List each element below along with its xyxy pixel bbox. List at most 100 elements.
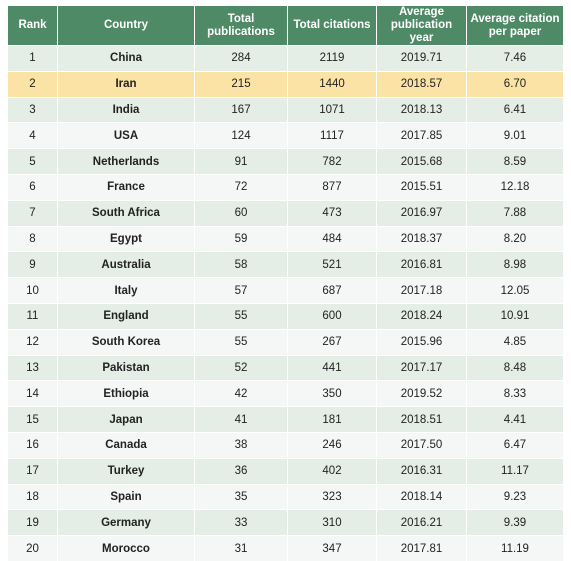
country-cell: South Korea (58, 328, 195, 355)
total-citations-cell: 1071 (288, 96, 377, 123)
total-publications-cell: 58 (195, 251, 288, 278)
table-row: 15 Japan 41 181 2018.51 4.41 (8, 406, 563, 432)
average-publication-year-cell: 2019.71 (377, 45, 467, 71)
rank-cell: 14 (8, 380, 58, 407)
average-citation-per-paper-cell: 9.39 (467, 509, 563, 536)
country-cell: Netherlands (58, 148, 195, 174)
rank-cell: 9 (8, 251, 58, 278)
total-publications-cell: 60 (195, 199, 288, 226)
average-publication-year-cell: 2017.81 (377, 535, 467, 561)
total-publications-cell: 35 (195, 483, 288, 510)
table-row: 20 Morocco 31 347 2017.81 11.19 (8, 535, 563, 561)
average-citation-per-paper-cell: 12.18 (467, 173, 563, 200)
table-row: 12 South Korea 55 267 2015.96 4.85 (8, 328, 563, 355)
table-row: 7 South Africa 60 473 2016.97 7.88 (8, 199, 563, 226)
average-citation-per-paper-cell: 12.05 (467, 277, 563, 303)
rank-cell: 15 (8, 406, 58, 432)
average-publication-year-cell: 2017.18 (377, 277, 467, 303)
total-citations-cell: 347 (288, 535, 377, 561)
total-citations-cell: 687 (288, 277, 377, 303)
average-citation-per-paper-cell: 8.33 (467, 380, 563, 407)
total-publications-cell: 36 (195, 457, 288, 484)
table-row: 11 England 55 600 2018.24 10.91 (8, 302, 563, 329)
average-publication-year-cell: 2018.51 (377, 406, 467, 432)
average-citation-per-paper-cell: 10.91 (467, 302, 563, 329)
country-cell: Italy (58, 277, 195, 303)
total-publications-cell: 284 (195, 45, 288, 71)
country-publications-table: Rank Country Total publications Total ci… (8, 6, 563, 561)
average-publication-year-cell: 2015.51 (377, 173, 467, 200)
total-publications-cell: 55 (195, 302, 288, 329)
total-citations-cell: 402 (288, 457, 377, 484)
total-publications-cell: 57 (195, 277, 288, 303)
header-total-citations: Total citations (288, 6, 377, 45)
total-citations-cell: 877 (288, 173, 377, 200)
total-publications-cell: 124 (195, 122, 288, 149)
average-citation-per-paper-cell: 8.98 (467, 251, 563, 278)
average-publication-year-cell: 2018.37 (377, 225, 467, 252)
country-cell: Turkey (58, 457, 195, 484)
rank-cell: 6 (8, 173, 58, 200)
table-row: 17 Turkey 36 402 2016.31 11.17 (8, 457, 563, 484)
average-citation-per-paper-cell: 7.88 (467, 199, 563, 226)
total-publications-cell: 42 (195, 380, 288, 407)
country-cell: China (58, 45, 195, 71)
average-citation-per-paper-cell: 9.23 (467, 483, 563, 510)
header-row: Rank Country Total publications Total ci… (8, 6, 563, 45)
average-citation-per-paper-cell: 11.19 (467, 535, 563, 561)
table-row: 2 Iran 215 1440 2018.57 6.70 (8, 70, 563, 97)
total-citations-cell: 441 (288, 354, 377, 381)
average-publication-year-cell: 2015.96 (377, 328, 467, 355)
country-cell: Pakistan (58, 354, 195, 381)
average-citation-per-paper-cell: 4.85 (467, 328, 563, 355)
total-citations-cell: 2119 (288, 45, 377, 71)
rank-cell: 7 (8, 199, 58, 226)
average-citation-per-paper-cell: 8.48 (467, 354, 563, 381)
average-publication-year-cell: 2017.85 (377, 122, 467, 149)
country-cell: Germany (58, 509, 195, 536)
average-publication-year-cell: 2016.81 (377, 251, 467, 278)
total-citations-cell: 310 (288, 509, 377, 536)
average-citation-per-paper-cell: 6.70 (467, 70, 563, 97)
average-publication-year-cell: 2018.13 (377, 96, 467, 123)
average-citation-per-paper-cell: 8.20 (467, 225, 563, 252)
average-citation-per-paper-cell: 8.59 (467, 148, 563, 174)
total-citations-cell: 1440 (288, 70, 377, 97)
country-cell: India (58, 96, 195, 123)
country-cell: Ethiopia (58, 380, 195, 407)
table-row: 10 Italy 57 687 2017.18 12.05 (8, 277, 563, 303)
header-average-citation-per-paper: Average citation per paper (467, 6, 563, 45)
rank-cell: 5 (8, 148, 58, 174)
rank-cell: 8 (8, 225, 58, 252)
country-cell: Japan (58, 406, 195, 432)
average-publication-year-cell: 2019.52 (377, 380, 467, 407)
average-citation-per-paper-cell: 4.41 (467, 406, 563, 432)
total-publications-cell: 215 (195, 70, 288, 97)
country-cell: France (58, 173, 195, 200)
average-publication-year-cell: 2018.57 (377, 70, 467, 97)
table-row: 6 France 72 877 2015.51 12.18 (8, 173, 563, 200)
table-row: 16 Canada 38 246 2017.50 6.47 (8, 431, 563, 458)
country-cell: USA (58, 122, 195, 149)
country-cell: Canada (58, 431, 195, 458)
table-row: 14 Ethiopia 42 350 2019.52 8.33 (8, 380, 563, 407)
total-publications-cell: 55 (195, 328, 288, 355)
average-publication-year-cell: 2016.21 (377, 509, 467, 536)
table-body: 1 China 284 2119 2019.71 7.46 2 Iran 215 1440 2018… (8, 45, 563, 561)
header-country: Country (58, 6, 195, 45)
total-publications-cell: 72 (195, 173, 288, 200)
average-publication-year-cell: 2018.24 (377, 302, 467, 329)
rank-cell: 10 (8, 277, 58, 303)
rank-cell: 3 (8, 96, 58, 123)
rank-cell: 4 (8, 122, 58, 149)
header-rank: Rank (8, 6, 58, 45)
country-cell: Egypt (58, 225, 195, 252)
table-row: 4 USA 124 1117 2017.85 9.01 (8, 122, 563, 149)
country-cell: Spain (58, 483, 195, 510)
table-row: 9 Australia 58 521 2016.81 8.98 (8, 251, 563, 278)
rank-cell: 18 (8, 483, 58, 510)
country-cell: Morocco (58, 535, 195, 561)
total-citations-cell: 473 (288, 199, 377, 226)
total-publications-cell: 33 (195, 509, 288, 536)
total-citations-cell: 181 (288, 406, 377, 432)
